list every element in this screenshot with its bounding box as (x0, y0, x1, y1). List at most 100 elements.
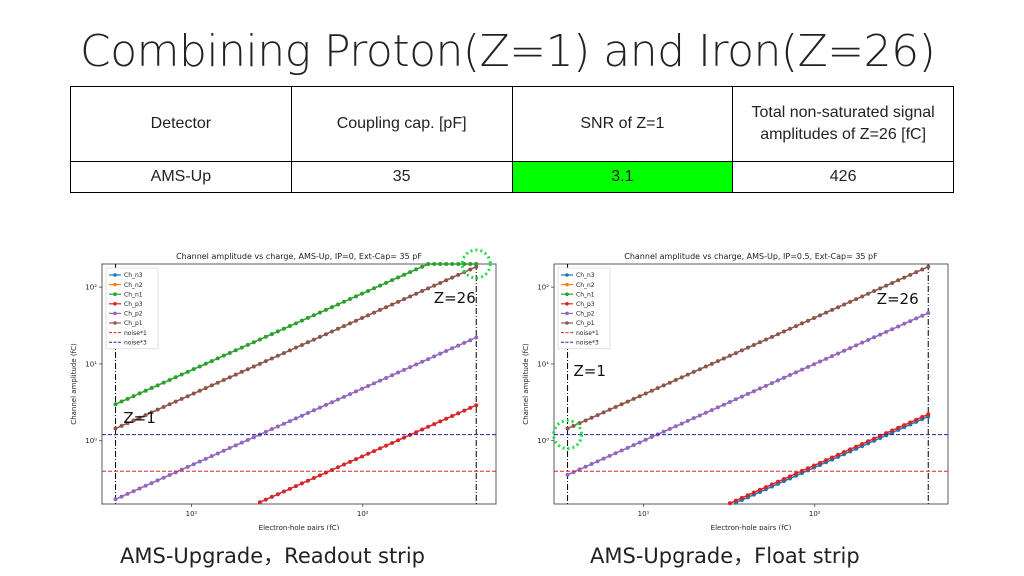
data-point (727, 501, 732, 506)
legend-entry: Ch_p2 (576, 311, 595, 318)
data-point (757, 487, 762, 492)
data-point (462, 340, 467, 345)
legend-entry: Ch_p1 (124, 320, 143, 327)
data-point (745, 345, 750, 350)
data-point (119, 423, 124, 428)
data-point (589, 415, 594, 420)
legend-marker (565, 292, 569, 296)
data-point (896, 278, 901, 283)
data-point (384, 443, 389, 448)
data-point (914, 316, 919, 321)
x-tick-label: 10² (357, 510, 369, 518)
legend-entry: Ch_n2 (576, 282, 595, 289)
legend: Ch_n3 Ch_n2 Ch_n1 Ch_p3 Ch_p2 Ch_p1 noise*1 noi… (557, 267, 611, 350)
data-point (257, 361, 262, 366)
data-point (197, 459, 202, 464)
annotation-Z26: Z=26 (877, 290, 919, 308)
data-point (878, 332, 883, 337)
data-point (275, 329, 280, 334)
data-point (209, 359, 214, 364)
data-point (167, 473, 172, 478)
data-point (215, 356, 220, 361)
data-point (209, 454, 214, 459)
data-point (305, 478, 310, 483)
data-point (378, 283, 383, 288)
data-point (360, 386, 365, 391)
data-point (793, 370, 798, 375)
data-point (281, 421, 286, 426)
data-point (643, 437, 648, 442)
data-point (721, 356, 726, 361)
data-point (329, 329, 334, 334)
data-point (836, 351, 841, 356)
data-point (287, 419, 292, 424)
x-tick-label: 10² (809, 510, 821, 518)
data-point (860, 340, 865, 345)
data-point (191, 462, 196, 467)
data-point (866, 439, 871, 444)
data-point (836, 452, 841, 457)
data-point (131, 489, 136, 494)
y-axis-label: Channel amplitude (fC) (522, 343, 530, 425)
data-point (468, 267, 473, 272)
data-point (155, 383, 160, 388)
legend-box (557, 267, 611, 350)
data-point (444, 348, 449, 353)
data-point (721, 402, 726, 407)
data-point (221, 378, 226, 383)
data-point (848, 447, 853, 452)
data-point (378, 307, 383, 312)
data-point (619, 402, 624, 407)
data-point (245, 437, 250, 442)
data-point (299, 413, 304, 418)
data-point (613, 404, 618, 409)
data-point (323, 332, 328, 337)
x-tick-label: 10¹ (186, 510, 198, 518)
data-point (751, 490, 756, 495)
data-point (824, 458, 829, 463)
data-point (257, 500, 262, 505)
data-point (149, 410, 154, 415)
x-axis-label: Electron-hole pairs (fC) (711, 524, 792, 530)
data-point (390, 440, 395, 445)
header-coupling-cap: Coupling cap. [pF] (290, 86, 513, 162)
data-point (131, 394, 136, 399)
data-point (420, 264, 425, 269)
data-point (854, 297, 859, 302)
chart-readout-strip: Channel amplitude vs charge, AMS-Up, IP=… (50, 248, 510, 530)
data-point (432, 262, 437, 266)
annotation-Z26: Z=26 (434, 289, 476, 307)
data-point (902, 423, 907, 428)
data-point (902, 275, 907, 280)
data-point (203, 386, 208, 391)
data-point (281, 351, 286, 356)
data-point (649, 435, 654, 440)
series-Ch_p2 (565, 311, 931, 477)
data-point (920, 313, 925, 318)
highlight-circle (460, 248, 492, 280)
data-point (209, 383, 214, 388)
legend-marker (113, 311, 117, 316)
data-point (402, 435, 407, 440)
data-point (878, 286, 883, 291)
data-point (824, 356, 829, 361)
data-point (462, 408, 467, 413)
data-point (203, 456, 208, 461)
data-point (281, 326, 286, 331)
data-point (348, 392, 353, 397)
summary-table: Detector Coupling cap. [pF] SNR of Z=1 T… (70, 86, 954, 193)
data-point (456, 411, 461, 416)
data-point (233, 348, 238, 353)
y-tick-label: 10⁰ (537, 437, 549, 445)
data-point (402, 297, 407, 302)
data-point (414, 362, 419, 367)
data-point (763, 485, 768, 490)
data-point (727, 399, 732, 404)
data-point (733, 498, 738, 503)
data-point (444, 416, 449, 421)
cell-detector: AMS-Up (70, 161, 292, 193)
data-point (354, 457, 359, 462)
y-tick-label: 10² (85, 284, 97, 292)
data-point (299, 342, 304, 347)
data-point (679, 375, 684, 380)
